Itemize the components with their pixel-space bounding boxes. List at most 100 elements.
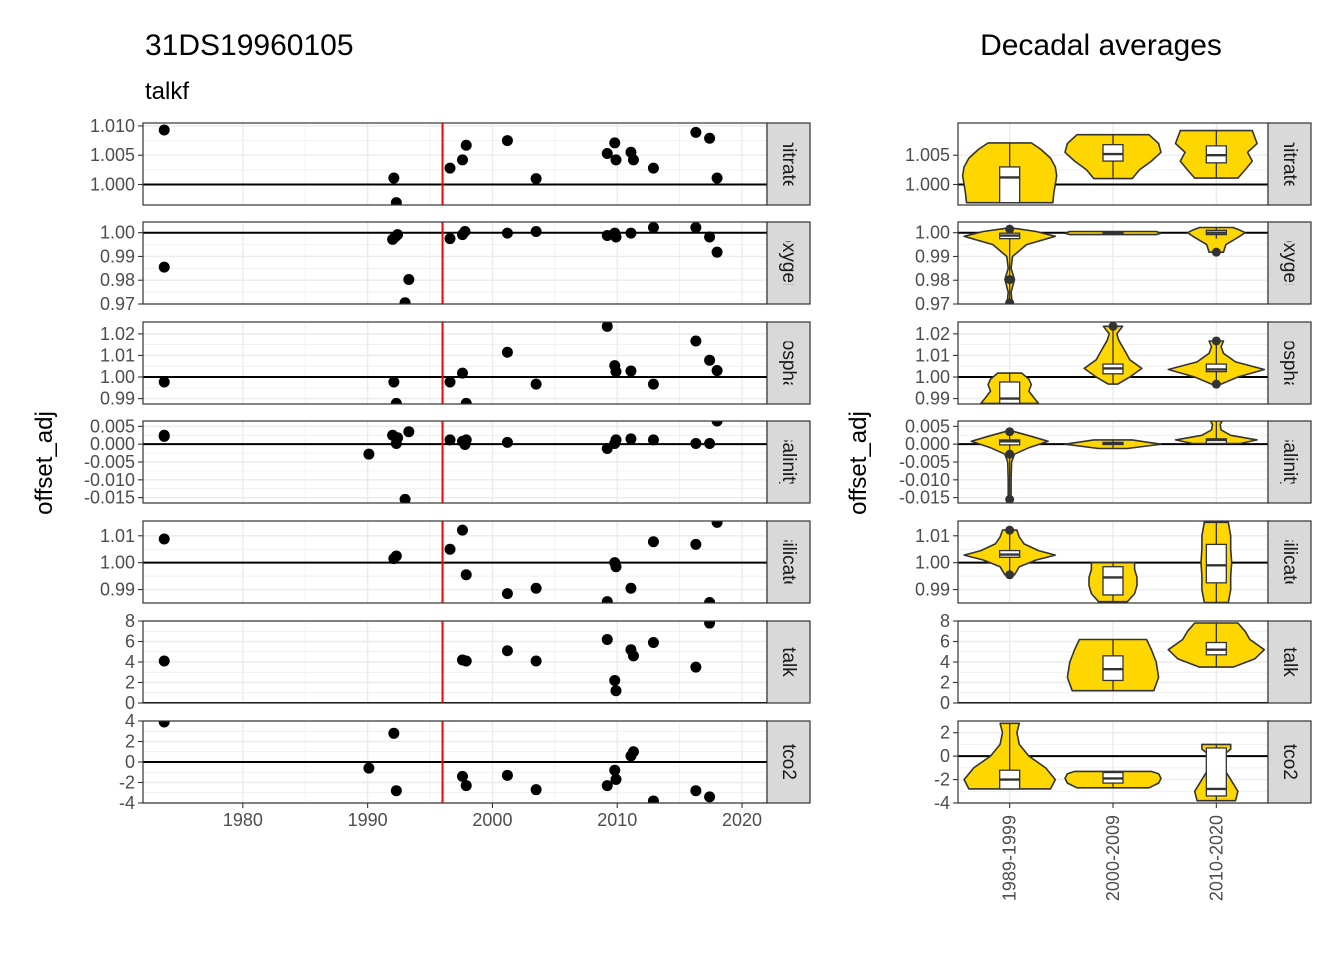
y-tick-label: 4 — [125, 652, 135, 672]
x-tick-label: 1989-1999 — [1000, 815, 1020, 901]
chart-subtitle: talkf — [145, 78, 189, 105]
data-point — [444, 162, 456, 174]
data-point — [388, 376, 400, 388]
y-tick-label: -0.015 — [84, 488, 135, 508]
facet-strip-1 — [1267, 221, 1312, 305]
y-tick-label: 2 — [940, 723, 950, 743]
outlier-point — [1005, 224, 1015, 234]
data-point — [601, 596, 613, 603]
y-tick-label: 1.02 — [915, 324, 950, 344]
data-point — [704, 132, 716, 144]
facet-strip-label-4: silicate — [778, 533, 799, 591]
y-tick-label: 1.00 — [915, 223, 950, 243]
boxplot-box — [1205, 543, 1227, 584]
data-point — [625, 582, 637, 594]
y-tick-label: 1.00 — [100, 367, 135, 387]
data-point — [456, 524, 468, 536]
data-point — [501, 227, 513, 239]
y-tick-label: -0.015 — [899, 488, 950, 508]
data-point — [609, 674, 621, 686]
data-point — [390, 550, 402, 562]
y-tick-label: 0 — [940, 693, 950, 713]
data-point — [704, 231, 716, 243]
boxplot-box — [1102, 566, 1124, 596]
outlier-point — [1211, 379, 1221, 389]
facet-plot-phosphate — [958, 322, 1268, 404]
data-point — [610, 154, 622, 166]
y-tick-label: 0.98 — [100, 270, 135, 290]
data-point — [460, 569, 472, 581]
outlier-point — [1005, 494, 1015, 503]
data-point — [460, 655, 472, 667]
y-tick-label: 6 — [940, 632, 950, 652]
y-tick-label: 1.01 — [915, 526, 950, 546]
data-point — [158, 655, 170, 667]
data-point — [460, 139, 472, 151]
data-point — [647, 434, 659, 446]
facet-strip-3 — [766, 420, 811, 504]
data-point — [390, 397, 402, 404]
facet-plot-silicate — [143, 521, 767, 603]
panel-bg-2 — [143, 322, 767, 404]
y-tick-label: 8 — [125, 611, 135, 631]
y-tick-label: 2 — [125, 673, 135, 693]
data-point — [158, 376, 170, 388]
data-point — [444, 543, 456, 555]
boxplot-box — [999, 381, 1021, 404]
facet-strip-6 — [766, 720, 811, 804]
outlier-point — [1005, 298, 1015, 304]
y-tick-label: 0.97 — [100, 294, 135, 314]
data-point — [501, 436, 513, 448]
outlier-point — [1005, 525, 1015, 535]
right-panel-title: Decadal averages — [980, 29, 1222, 62]
data-point — [610, 231, 622, 243]
y-tick-label: 1.00 — [915, 553, 950, 573]
boxplot-box — [999, 166, 1021, 204]
y-tick-label: 1.005 — [905, 145, 950, 165]
y-tick-label: 0.005 — [905, 416, 950, 436]
data-point — [627, 746, 639, 758]
data-point — [704, 596, 716, 603]
data-point — [460, 780, 472, 792]
y-tick-label: 0.97 — [915, 294, 950, 314]
x-tick-label: 2020 — [722, 810, 762, 830]
data-point — [530, 655, 542, 667]
data-point — [704, 437, 716, 449]
data-point — [647, 378, 659, 390]
data-point — [158, 533, 170, 545]
data-point — [363, 762, 375, 774]
facet-plot-salinity — [143, 421, 767, 503]
outlier-point — [1211, 336, 1221, 346]
facet-plot-nitrate — [958, 129, 1268, 204]
outlier-point — [1005, 570, 1015, 580]
facet-strip-label-5: talk — [1279, 647, 1300, 677]
data-point — [399, 297, 411, 304]
y-tick-label: 0.99 — [100, 389, 135, 409]
y-tick-label: 1.00 — [915, 367, 950, 387]
facet-strip-label-3: salinity — [778, 433, 799, 492]
data-point — [610, 773, 622, 785]
data-point — [601, 633, 613, 645]
facet-strip-label-5: talk — [778, 647, 799, 677]
facet-strip-label-3: salinity — [1279, 433, 1300, 492]
data-point — [158, 721, 170, 728]
y-tick-label: 0.000 — [905, 434, 950, 454]
data-point — [530, 582, 542, 594]
data-point — [690, 538, 702, 550]
facet-plot-phosphate — [143, 322, 767, 404]
data-point — [690, 661, 702, 673]
y-tick-label: 1.005 — [90, 145, 135, 165]
y-tick-label: -0.005 — [84, 452, 135, 472]
y-tick-label: 0.98 — [915, 270, 950, 290]
data-point — [444, 434, 456, 446]
facet-strip-label-6: tco2 — [778, 744, 799, 780]
facet-plot-oxygen — [143, 222, 767, 304]
y-tick-label: 0.99 — [915, 389, 950, 409]
data-point — [444, 376, 456, 388]
data-point — [460, 397, 472, 404]
data-point — [501, 588, 513, 600]
data-point — [704, 791, 716, 803]
facet-strip-2 — [1267, 321, 1312, 405]
